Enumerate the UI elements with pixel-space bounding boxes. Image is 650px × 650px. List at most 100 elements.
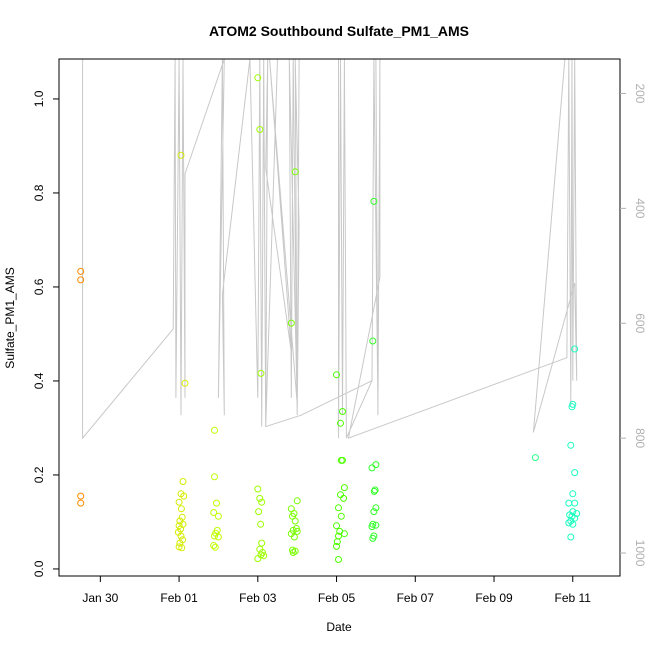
data-point <box>567 441 575 449</box>
data-point <box>77 492 85 500</box>
data-point <box>214 512 222 520</box>
data-point <box>339 408 346 415</box>
data-point <box>340 494 348 502</box>
data-point <box>177 532 185 540</box>
data-point <box>571 499 579 507</box>
data-point <box>368 464 376 472</box>
y-tick-label: 0.6 <box>32 278 46 295</box>
data-point <box>175 498 183 506</box>
data-point <box>210 542 218 549</box>
data-point <box>257 520 265 528</box>
data-point <box>339 456 346 464</box>
y-tick-label: 0.2 <box>32 466 46 483</box>
data-point <box>258 539 266 547</box>
data-point <box>369 534 377 542</box>
data-point <box>256 126 264 133</box>
x-tick-label: Feb 03 <box>239 591 277 605</box>
data-point <box>254 485 262 493</box>
data-point <box>371 486 379 494</box>
data-point <box>211 543 219 551</box>
chart-title: ATOM2 Southbound Sulfate_PM1_AMS <box>209 23 469 39</box>
x-axis-label: Date <box>326 620 352 634</box>
x-axis: Jan 30 Feb 01 Feb 03 Feb 05 Feb 07 Feb 09 Feb … <box>82 576 591 605</box>
data-point <box>175 522 183 530</box>
data-point <box>180 492 188 500</box>
data-point <box>370 487 378 495</box>
data-point <box>340 530 348 538</box>
data-point <box>565 499 573 507</box>
data-point <box>567 533 575 541</box>
data-point <box>260 552 268 560</box>
y-tick-label: 0.0 <box>32 560 46 577</box>
y2-tick-label: 600 <box>633 313 647 333</box>
data-point <box>211 532 218 540</box>
data-point <box>254 555 262 563</box>
y-tick-label: 1.0 <box>32 90 46 107</box>
data-point <box>77 499 85 507</box>
y-tick-label: 0.4 <box>32 372 46 389</box>
data-point <box>372 504 380 512</box>
data-point <box>179 478 187 485</box>
x-tick-label: Feb 01 <box>160 591 198 605</box>
data-point <box>372 461 380 469</box>
data-point <box>333 371 340 379</box>
x-tick-label: Feb 07 <box>397 591 435 605</box>
data-point <box>372 521 380 529</box>
data-point <box>214 533 222 541</box>
data-point <box>568 403 576 411</box>
data-point <box>258 498 266 506</box>
y2-tick-label: 400 <box>633 198 647 218</box>
x-tick-label: Jan 30 <box>82 591 118 605</box>
data-point <box>291 517 299 525</box>
data-point <box>211 426 218 434</box>
plot-frame <box>58 58 621 577</box>
y2-tick-label: 1000 <box>633 540 647 567</box>
data-point <box>255 508 263 516</box>
data-point <box>77 267 85 275</box>
data-point <box>291 547 299 555</box>
x-tick-label: Feb 09 <box>475 591 513 605</box>
altitude-line <box>80 58 578 440</box>
data-point <box>571 345 579 353</box>
data-point <box>178 513 186 521</box>
data-point <box>177 151 185 159</box>
data-point <box>287 319 295 327</box>
data-point <box>257 369 265 377</box>
data-point <box>571 469 579 477</box>
y-tick-label: 0.8 <box>32 184 46 201</box>
data-point <box>335 504 342 512</box>
data-point <box>337 419 344 427</box>
y-axis: 0.0 0.2 0.4 0.6 0.8 1.0 <box>32 90 59 577</box>
data-point <box>569 520 577 528</box>
data-point <box>210 509 218 516</box>
altitude-line-layer <box>80 58 578 440</box>
data-point <box>531 454 539 462</box>
data-point <box>333 542 340 550</box>
data-point <box>177 505 185 513</box>
data-point <box>370 197 378 205</box>
data-point <box>335 556 342 563</box>
data-point <box>77 276 85 284</box>
data-points-layer <box>77 74 581 563</box>
data-point <box>333 538 341 546</box>
data-point <box>368 523 376 531</box>
y2-tick-label: 200 <box>633 83 647 103</box>
data-point <box>569 490 577 498</box>
data-point <box>211 473 218 481</box>
y2-axis: 200 400 600 800 1000 <box>620 83 647 567</box>
data-point <box>289 549 297 556</box>
data-point <box>333 522 340 530</box>
y2-tick-label: 800 <box>633 428 647 448</box>
data-point <box>254 74 262 82</box>
data-point <box>370 508 378 516</box>
x-tick-label: Feb 11 <box>555 591 592 605</box>
data-point <box>291 168 299 176</box>
data-point <box>290 533 298 541</box>
data-point <box>256 494 264 502</box>
y-axis-label: Sulfate_PM1_AMS <box>3 267 17 368</box>
x-tick-label: Feb 05 <box>318 591 356 605</box>
data-point <box>293 497 301 505</box>
data-point <box>369 337 377 345</box>
data-point <box>181 379 189 387</box>
